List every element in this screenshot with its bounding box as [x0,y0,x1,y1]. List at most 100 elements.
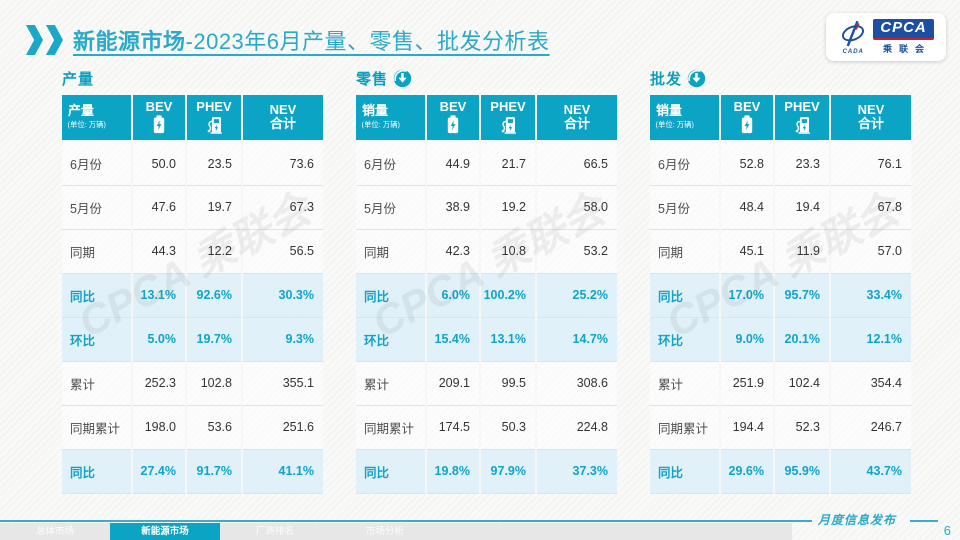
phev-value: 20.1% [774,317,831,362]
arrow-down-circle-icon [687,69,706,87]
nev-value: 25.2% [536,273,617,318]
bev-value: 42.3 [426,229,481,274]
bev-value: 5.0% [132,317,187,362]
table-row-highlight: 环比 9.0% 20.1% 12.1% [650,317,911,362]
phev-value: 95.9% [774,449,831,494]
table-header-row: 销量 (单位: 万辆) BEV PHEV NEV 合 [356,95,617,143]
nev-value: 67.3 [242,185,323,230]
row-label: 环比 [62,317,133,362]
bev-value: 29.6% [720,449,775,494]
header-phev-cell: PHEV [186,95,243,143]
nev-value: 246.7 [830,405,911,450]
phev-value: 102.4 [774,361,831,406]
table-row: 6月份 44.9 21.7 66.5 [356,141,617,186]
charger-icon [187,115,241,135]
row-label: 6月份 [62,141,133,186]
table-row: 同期累计 174.5 50.3 224.8 [356,405,617,450]
row-label: 同比 [650,449,721,494]
tab-manufacturer-ranking[interactable]: 厂商排名 [255,526,294,537]
phev-value: 92.6% [186,273,243,318]
table-row: 同期 45.1 11.9 57.0 [650,229,911,274]
nev-value: 354.4 [830,361,911,406]
table-row-highlight: 同比 13.1% 92.6% 30.3% [62,273,323,318]
nev-total-label: 合计 [269,116,296,132]
header-bev-cell: BEV [132,95,187,143]
table-row: 5月份 47.6 19.7 67.3 [62,185,323,230]
phev-value: 97.9% [480,449,537,494]
nev-value: 58.0 [536,185,617,230]
header-unit: (单位: 万辆) [67,120,106,129]
tab-overall-market[interactable]: 总体市场 [35,526,74,537]
table-row: 6月份 50.0 23.5 73.6 [62,141,323,186]
bev-value: 251.9 [720,361,775,406]
retail-table: 销量 (单位: 万辆) BEV PHEV NEV 合 [356,95,617,494]
header-bev-cell: BEV [426,95,481,143]
header-bev-cell: BEV [720,95,775,143]
table-header-row: 产量 (单位: 万辆) BEV PHEV NEV 合 [62,95,323,143]
phev-value: 102.8 [186,361,243,406]
table-row-highlight: 环比 5.0% 19.7% 9.3% [62,317,323,362]
table-row: 5月份 48.4 19.4 67.8 [650,185,911,230]
bev-value: 198.0 [132,405,187,450]
table-row-highlight: 同比 19.8% 97.9% 37.3% [356,449,617,494]
phev-value: 19.7 [186,185,243,230]
tab-nev-market[interactable]: 新能源市场 [110,523,220,540]
table-row-highlight: 同比 6.0% 100.2% 25.2% [356,273,617,318]
header-phev-cell: PHEV [774,95,831,143]
bev-value: 209.1 [426,361,481,406]
row-label: 同比 [356,449,427,494]
row-label: 同比 [62,449,133,494]
row-label: 同期累计 [650,405,721,450]
phev-value: 13.1% [480,317,537,362]
bev-value: 27.4% [132,449,187,494]
battery-icon [721,115,773,134]
phev-value: 11.9 [774,229,831,274]
wholesale-table: 销量 (单位: 万辆) BEV PHEV NEV 合 [650,95,911,494]
bev-value: 48.4 [720,185,775,230]
production-section: 产量 CPCA 乘联会 产量 (单位: 万辆) BEV PHEV [62,66,323,494]
header-label-cell: 销量 (单位: 万辆) [356,95,427,143]
row-label: 6月份 [356,141,427,186]
bev-label: BEV [439,99,467,115]
bev-value: 252.3 [132,361,187,406]
row-label: 5月份 [62,185,133,230]
table-row: 5月份 38.9 19.2 58.0 [356,185,617,230]
row-label: 累计 [650,361,721,406]
table-row: 同期累计 198.0 53.6 251.6 [62,405,323,450]
nev-value: 14.7% [536,317,617,362]
bev-value: 13.1% [132,273,187,318]
chenglianhui-text: 乘联会 [882,44,931,55]
production-section-title: 产量 [62,66,323,90]
table-row-highlight: 同比 17.0% 95.7% 33.4% [650,273,911,318]
chevron-right-icon [26,25,43,55]
nev-value: 56.5 [242,229,323,274]
bev-value: 15.4% [426,317,481,362]
header-label-cell: 销量 (单位: 万辆) [650,95,721,143]
cpca-text: CPCA [873,18,934,41]
retail-section-title: 零售 [356,66,617,90]
bev-value: 47.6 [132,185,187,230]
phev-label: PHEV [784,99,820,115]
table-row-highlight: 环比 15.4% 13.1% 14.7% [356,317,617,362]
phev-value: 19.4 [774,185,831,230]
row-label: 同比 [356,273,427,318]
header-label: 产量 [68,103,95,119]
phev-value: 99.5 [480,361,537,406]
bev-value: 9.0% [720,317,775,362]
header-phev-cell: PHEV [480,95,537,143]
tab-market-analysis[interactable]: 市场分析 [365,526,404,537]
production-title-text: 产量 [62,70,95,88]
nev-value: 66.5 [536,141,617,186]
retail-section: 零售 CPCA 乘联会 销量 (单位: 万辆) BEV PHEV [356,66,617,494]
cada-text: CADA [842,49,864,55]
row-label: 6月份 [650,141,721,186]
phev-value: 19.2 [480,185,537,230]
row-label: 同期累计 [356,405,427,450]
bev-value: 6.0% [426,273,481,318]
row-label: 5月份 [356,185,427,230]
nev-value: 57.0 [830,229,911,274]
table-row: 累计 251.9 102.4 354.4 [650,361,911,406]
row-label: 环比 [356,317,427,362]
phev-value: 95.7% [774,273,831,318]
row-label: 同期 [62,229,133,274]
